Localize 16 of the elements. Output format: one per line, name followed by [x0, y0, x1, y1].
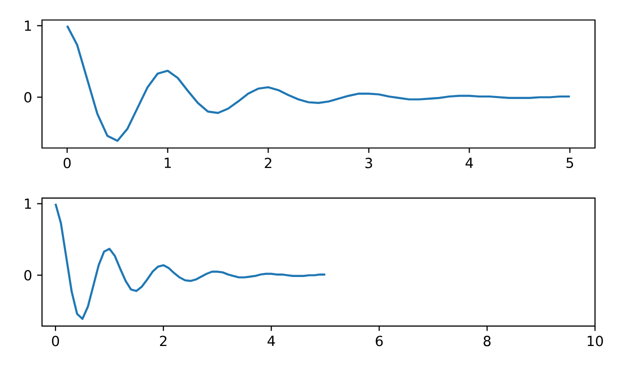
x-tick-label: 4 [268, 336, 275, 346]
x-tick-label: 2 [160, 336, 166, 346]
x-tick-label: 4 [466, 158, 473, 168]
x-tick-label: 1 [164, 158, 171, 168]
x-tick-label: 3 [365, 158, 372, 168]
y-tick-label: 0 [24, 92, 32, 102]
x-tick-label: 8 [484, 336, 491, 346]
y-tick-label: 0 [24, 270, 32, 280]
y-tick-label: 1 [24, 198, 31, 209]
x-tick-label: 0 [52, 336, 59, 346]
x-tick-label: 5 [566, 158, 574, 168]
x-tick-label: 2 [264, 158, 272, 168]
x-tick-label: 10 [588, 336, 603, 346]
x-tick-label: 6 [376, 336, 383, 346]
x-tick-label: 0 [64, 158, 71, 168]
y-tick-label: 1 [24, 20, 31, 31]
